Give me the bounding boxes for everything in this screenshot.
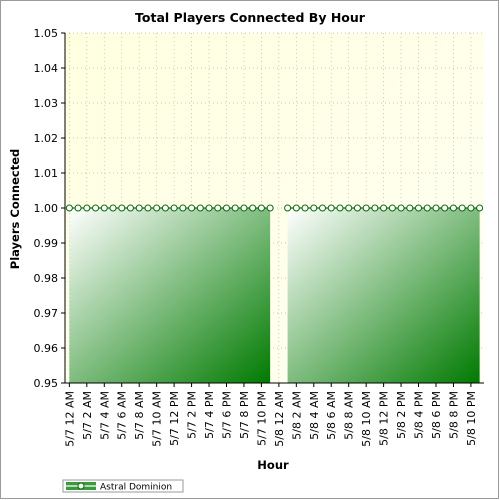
data-point [135, 204, 143, 212]
data-point [362, 204, 370, 212]
data-point [153, 204, 161, 212]
data-point [161, 204, 169, 212]
x-tick-label: 5/7 12 AM [63, 391, 76, 447]
y-tick-label: 0.95 [34, 377, 59, 390]
x-tick-label: 5/8 4 PM [413, 391, 426, 439]
series-area-pad [65, 208, 69, 383]
data-point [240, 204, 248, 212]
data-point [432, 204, 440, 212]
data-point [100, 204, 108, 212]
data-point [118, 204, 126, 212]
series-markers [65, 204, 484, 212]
data-point [336, 204, 344, 212]
series-area-segment [69, 208, 271, 383]
x-tick-label: 5/8 2 PM [395, 391, 408, 439]
data-point [345, 204, 353, 212]
y-axis-title: Players Connected [8, 149, 22, 269]
y-tick-label: 1.03 [34, 97, 59, 110]
y-tick-label: 1.00 [34, 202, 59, 215]
y-tick-label: 1.02 [34, 132, 59, 145]
x-tick-label: 5/7 12 PM [168, 391, 181, 446]
data-point [231, 204, 239, 212]
data-point [458, 204, 466, 212]
data-point [380, 204, 388, 212]
x-tick-label: 5/8 6 AM [325, 391, 338, 440]
data-point [423, 204, 431, 212]
y-tick-label: 1.04 [34, 62, 59, 75]
x-tick-label: 5/7 4 PM [203, 391, 216, 439]
data-point [327, 204, 335, 212]
x-tick-label: 5/8 8 AM [343, 391, 356, 440]
data-point [301, 204, 309, 212]
data-point [310, 204, 318, 212]
data-point [222, 204, 230, 212]
data-point [449, 204, 457, 212]
x-axis-title: Hour [257, 458, 289, 472]
data-point [467, 204, 475, 212]
y-tick-label: 0.98 [34, 272, 59, 285]
series-area-segment [287, 208, 480, 383]
data-point [353, 204, 361, 212]
series-area [65, 208, 480, 383]
x-tick-label: 5/7 4 AM [98, 391, 111, 440]
x-tick-label: 5/8 6 PM [430, 391, 443, 439]
x-tick-label: 5/7 8 AM [133, 391, 146, 440]
data-point [266, 204, 274, 212]
data-point [319, 204, 327, 212]
data-point [126, 204, 134, 212]
x-tick-label: 5/7 6 AM [116, 391, 129, 440]
x-tick-label: 5/7 2 AM [81, 391, 94, 440]
x-tick-label: 5/8 10 AM [360, 391, 373, 447]
y-tick-label: 0.97 [34, 307, 59, 320]
y-tick-label: 0.96 [34, 342, 59, 355]
data-point [371, 204, 379, 212]
x-tick-label: 5/7 2 PM [186, 391, 199, 439]
data-point [284, 204, 292, 212]
x-tick-label: 5/7 10 AM [151, 391, 164, 447]
data-point [397, 204, 405, 212]
data-point [92, 204, 100, 212]
legend-marker [77, 482, 85, 490]
data-point [388, 204, 396, 212]
data-point [83, 204, 91, 212]
x-tick-label: 5/8 4 AM [308, 391, 321, 440]
x-tick-label: 5/7 8 PM [238, 391, 251, 439]
data-point [205, 204, 213, 212]
y-tick-label: 1.05 [34, 27, 59, 40]
data-point [214, 204, 222, 212]
data-point [292, 204, 300, 212]
data-point [188, 204, 196, 212]
x-tick-label: 5/7 10 PM [255, 391, 268, 446]
x-tick-label: 5/7 6 PM [220, 391, 233, 439]
data-point [249, 204, 257, 212]
x-tick-label: 5/8 10 PM [465, 391, 478, 446]
x-tick-label: 5/8 12 PM [378, 391, 391, 446]
data-point [65, 204, 73, 212]
chart-title: Total Players Connected By Hour [135, 10, 366, 25]
data-point [179, 204, 187, 212]
data-point [415, 204, 423, 212]
y-tick-label: 0.99 [34, 237, 59, 250]
data-point [74, 204, 82, 212]
data-point [109, 204, 117, 212]
x-tick-label: 5/8 12 AM [273, 391, 286, 447]
data-point [144, 204, 152, 212]
y-tick-label: 1.01 [34, 167, 59, 180]
data-point [476, 204, 484, 212]
data-point [196, 204, 204, 212]
legend-label: Astral Dominion [100, 483, 172, 493]
data-point [257, 204, 265, 212]
data-point [441, 204, 449, 212]
y-tick-labels: 0.95 0.96 0.97 0.98 0.99 1.00 1.01 1.02 1.03 1.04… [34, 27, 65, 390]
data-point [170, 204, 178, 212]
x-tick-labels: 5/7 12 AM 5/7 2 AM 5/7 4 AM 5/7 6 AM 5/7 8 A… [63, 383, 478, 447]
x-tick-label: 5/8 2 AM [290, 391, 303, 440]
x-tick-label: 5/8 8 PM [447, 391, 460, 439]
legend: Astral Dominion [62, 479, 184, 493]
data-point [406, 204, 414, 212]
